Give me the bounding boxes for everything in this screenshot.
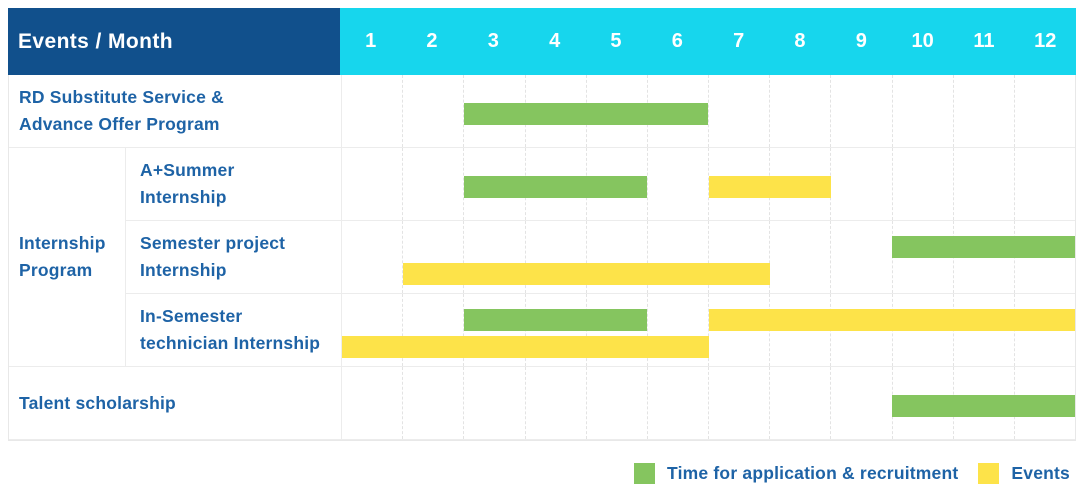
month-grid-cell <box>769 75 830 147</box>
row-timeline <box>341 294 1075 367</box>
month-header-cell: 8 <box>794 30 806 52</box>
gantt-bar-events <box>403 263 770 286</box>
month-grid-cell <box>830 221 891 293</box>
table-row: A+Summer Internship <box>9 148 1075 221</box>
month-header-cell: 10 <box>911 30 934 52</box>
month-grid-cell <box>708 221 769 293</box>
month-header-cell: 6 <box>671 30 683 52</box>
month-grid-cell <box>1013 148 1075 220</box>
gantt-bar-application <box>891 394 1075 417</box>
month-grid-cell <box>769 367 830 439</box>
month-grid-cell <box>769 221 830 293</box>
month-header-cell: 1 <box>365 30 377 52</box>
month-header-row: 1 2 3 4 5 6 7 8 9 10 11 12 <box>340 8 1076 75</box>
month-grid-cell <box>402 148 463 220</box>
row-label: A+Summer Internship <box>125 148 341 221</box>
legend-item-application: Time for application & recruitment <box>634 463 958 484</box>
month-header-cell: 9 <box>855 30 867 52</box>
month-grid-cell <box>402 294 463 366</box>
row-label: In-Semester technician Internship <box>125 294 341 367</box>
month-header-cell: 4 <box>549 30 561 52</box>
row-label: Semester project Internship <box>125 221 341 294</box>
month-header-cell: 12 <box>1034 30 1057 52</box>
month-grid-cell <box>708 367 769 439</box>
month-grid-cell <box>952 75 1014 147</box>
month-grid-cell <box>585 221 647 293</box>
month-grid-cell <box>463 75 524 147</box>
month-grid-cell <box>524 221 586 293</box>
month-grid-cell <box>524 367 586 439</box>
legend-swatch-events-yellow <box>978 463 1000 484</box>
row-timeline <box>341 75 1075 148</box>
row-label: RD Substitute Service & Advance Offer Pr… <box>9 75 341 148</box>
gantt-bar-application <box>464 308 648 331</box>
legend-item-events: Events <box>978 463 1070 484</box>
month-grid-cell <box>646 367 708 439</box>
row-timeline <box>341 148 1075 221</box>
month-grid-cell <box>463 367 524 439</box>
month-grid-cell <box>463 221 524 293</box>
month-grid-cell <box>342 75 402 147</box>
month-grid-cell <box>342 367 402 439</box>
table-row: Talent scholarship <box>9 367 1075 440</box>
table-header: Events / Month 1 2 3 4 5 6 7 8 9 10 11 12 <box>8 8 1076 75</box>
month-header-cell: 3 <box>487 30 499 52</box>
month-grid-cell <box>342 221 402 293</box>
month-header-cell: 2 <box>426 30 438 52</box>
month-grid-cell <box>402 221 463 293</box>
legend: Time for application & recruitment Event… <box>634 463 1070 484</box>
gantt-bar-events <box>708 175 831 198</box>
month-grid-cell <box>646 148 708 220</box>
month-header-cell: 11 <box>973 30 995 52</box>
month-grid-cell <box>830 367 891 439</box>
month-grid-cell <box>585 367 647 439</box>
table-row: In-Semester technician Internship <box>9 294 1075 367</box>
month-grid-cell <box>463 148 524 220</box>
month-grid-cell <box>402 367 463 439</box>
month-grid-cell <box>463 294 524 366</box>
month-grid-cell <box>952 148 1014 220</box>
month-header-cell: 5 <box>610 30 622 52</box>
month-grid-cell <box>402 75 463 147</box>
row-label: Talent scholarship <box>9 367 341 440</box>
gantt-bar-application <box>464 102 709 125</box>
month-grid-cell <box>830 148 891 220</box>
month-grid-cell <box>830 75 891 147</box>
row-timeline <box>341 221 1075 294</box>
table-body: RD Substitute Service & Advance Offer Pr… <box>8 75 1076 441</box>
month-grid-cell <box>646 221 708 293</box>
table-row: RD Substitute Service & Advance Offer Pr… <box>9 75 1075 148</box>
gantt-bar-events <box>342 336 709 359</box>
month-header-cell: 7 <box>733 30 745 52</box>
month-grid-cell <box>342 148 402 220</box>
gantt-bar-application <box>891 235 1075 258</box>
month-grid-cell <box>891 148 953 220</box>
row-group-label: Internship Program <box>9 148 125 367</box>
gantt-bar-application <box>464 175 648 198</box>
table-header-title: Events / Month <box>8 8 340 75</box>
legend-label-application: Time for application & recruitment <box>667 463 959 483</box>
row-timeline <box>341 367 1075 440</box>
events-month-table: Events / Month 1 2 3 4 5 6 7 8 9 10 11 12 RD Substi… <box>8 8 1076 441</box>
table-row: Semester project Internship <box>9 221 1075 294</box>
month-grid-cell <box>891 75 953 147</box>
month-grid-cell <box>708 75 769 147</box>
month-grid-cell <box>1013 75 1075 147</box>
legend-label-events: Events <box>1011 463 1070 483</box>
legend-swatch-application-green <box>634 463 656 484</box>
gantt-bar-events <box>708 308 1075 331</box>
